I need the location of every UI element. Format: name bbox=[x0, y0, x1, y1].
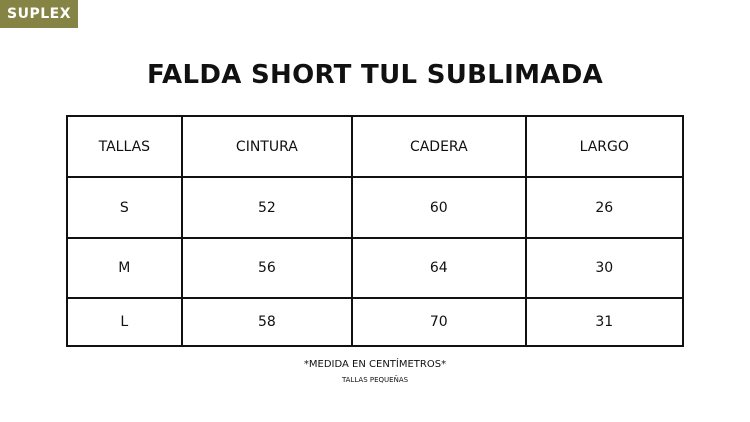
table-cell: 26 bbox=[524, 176, 685, 239]
brand-badge: SUPLEX bbox=[0, 0, 78, 28]
table-row: M 56 64 30 bbox=[66, 237, 685, 299]
header-cell: CINTURA bbox=[180, 115, 354, 178]
table-row: L 58 70 31 bbox=[66, 297, 685, 347]
table-cell: 31 bbox=[524, 297, 685, 347]
table-row: S 52 60 26 bbox=[66, 176, 685, 239]
header-cell: LARGO bbox=[524, 115, 685, 178]
table-cell: S bbox=[66, 176, 183, 239]
header-cell: TALLAS bbox=[66, 115, 183, 178]
sizes-note: TALLAS PEQUEÑAS bbox=[341, 376, 409, 384]
table-cell: 56 bbox=[180, 237, 354, 299]
table-cell: L bbox=[66, 297, 183, 347]
header-cell: CADERA bbox=[351, 115, 527, 178]
table-cell: 60 bbox=[351, 176, 527, 239]
table-cell: 30 bbox=[524, 237, 685, 299]
table-cell: 52 bbox=[180, 176, 354, 239]
table-cell: M bbox=[66, 237, 183, 299]
table-cell: 58 bbox=[180, 297, 354, 347]
measure-note: *MEDIDA EN CENTÍMETROS* bbox=[303, 359, 447, 370]
table-header-row: TALLAS CINTURA CADERA LARGO bbox=[66, 115, 685, 178]
table-cell: 64 bbox=[351, 237, 527, 299]
page-title: FALDA SHORT TUL SUBLIMADA bbox=[146, 60, 603, 90]
table-cell: 70 bbox=[351, 297, 527, 347]
size-table: TALLAS CINTURA CADERA LARGO S 52 60 26 M… bbox=[66, 115, 685, 347]
